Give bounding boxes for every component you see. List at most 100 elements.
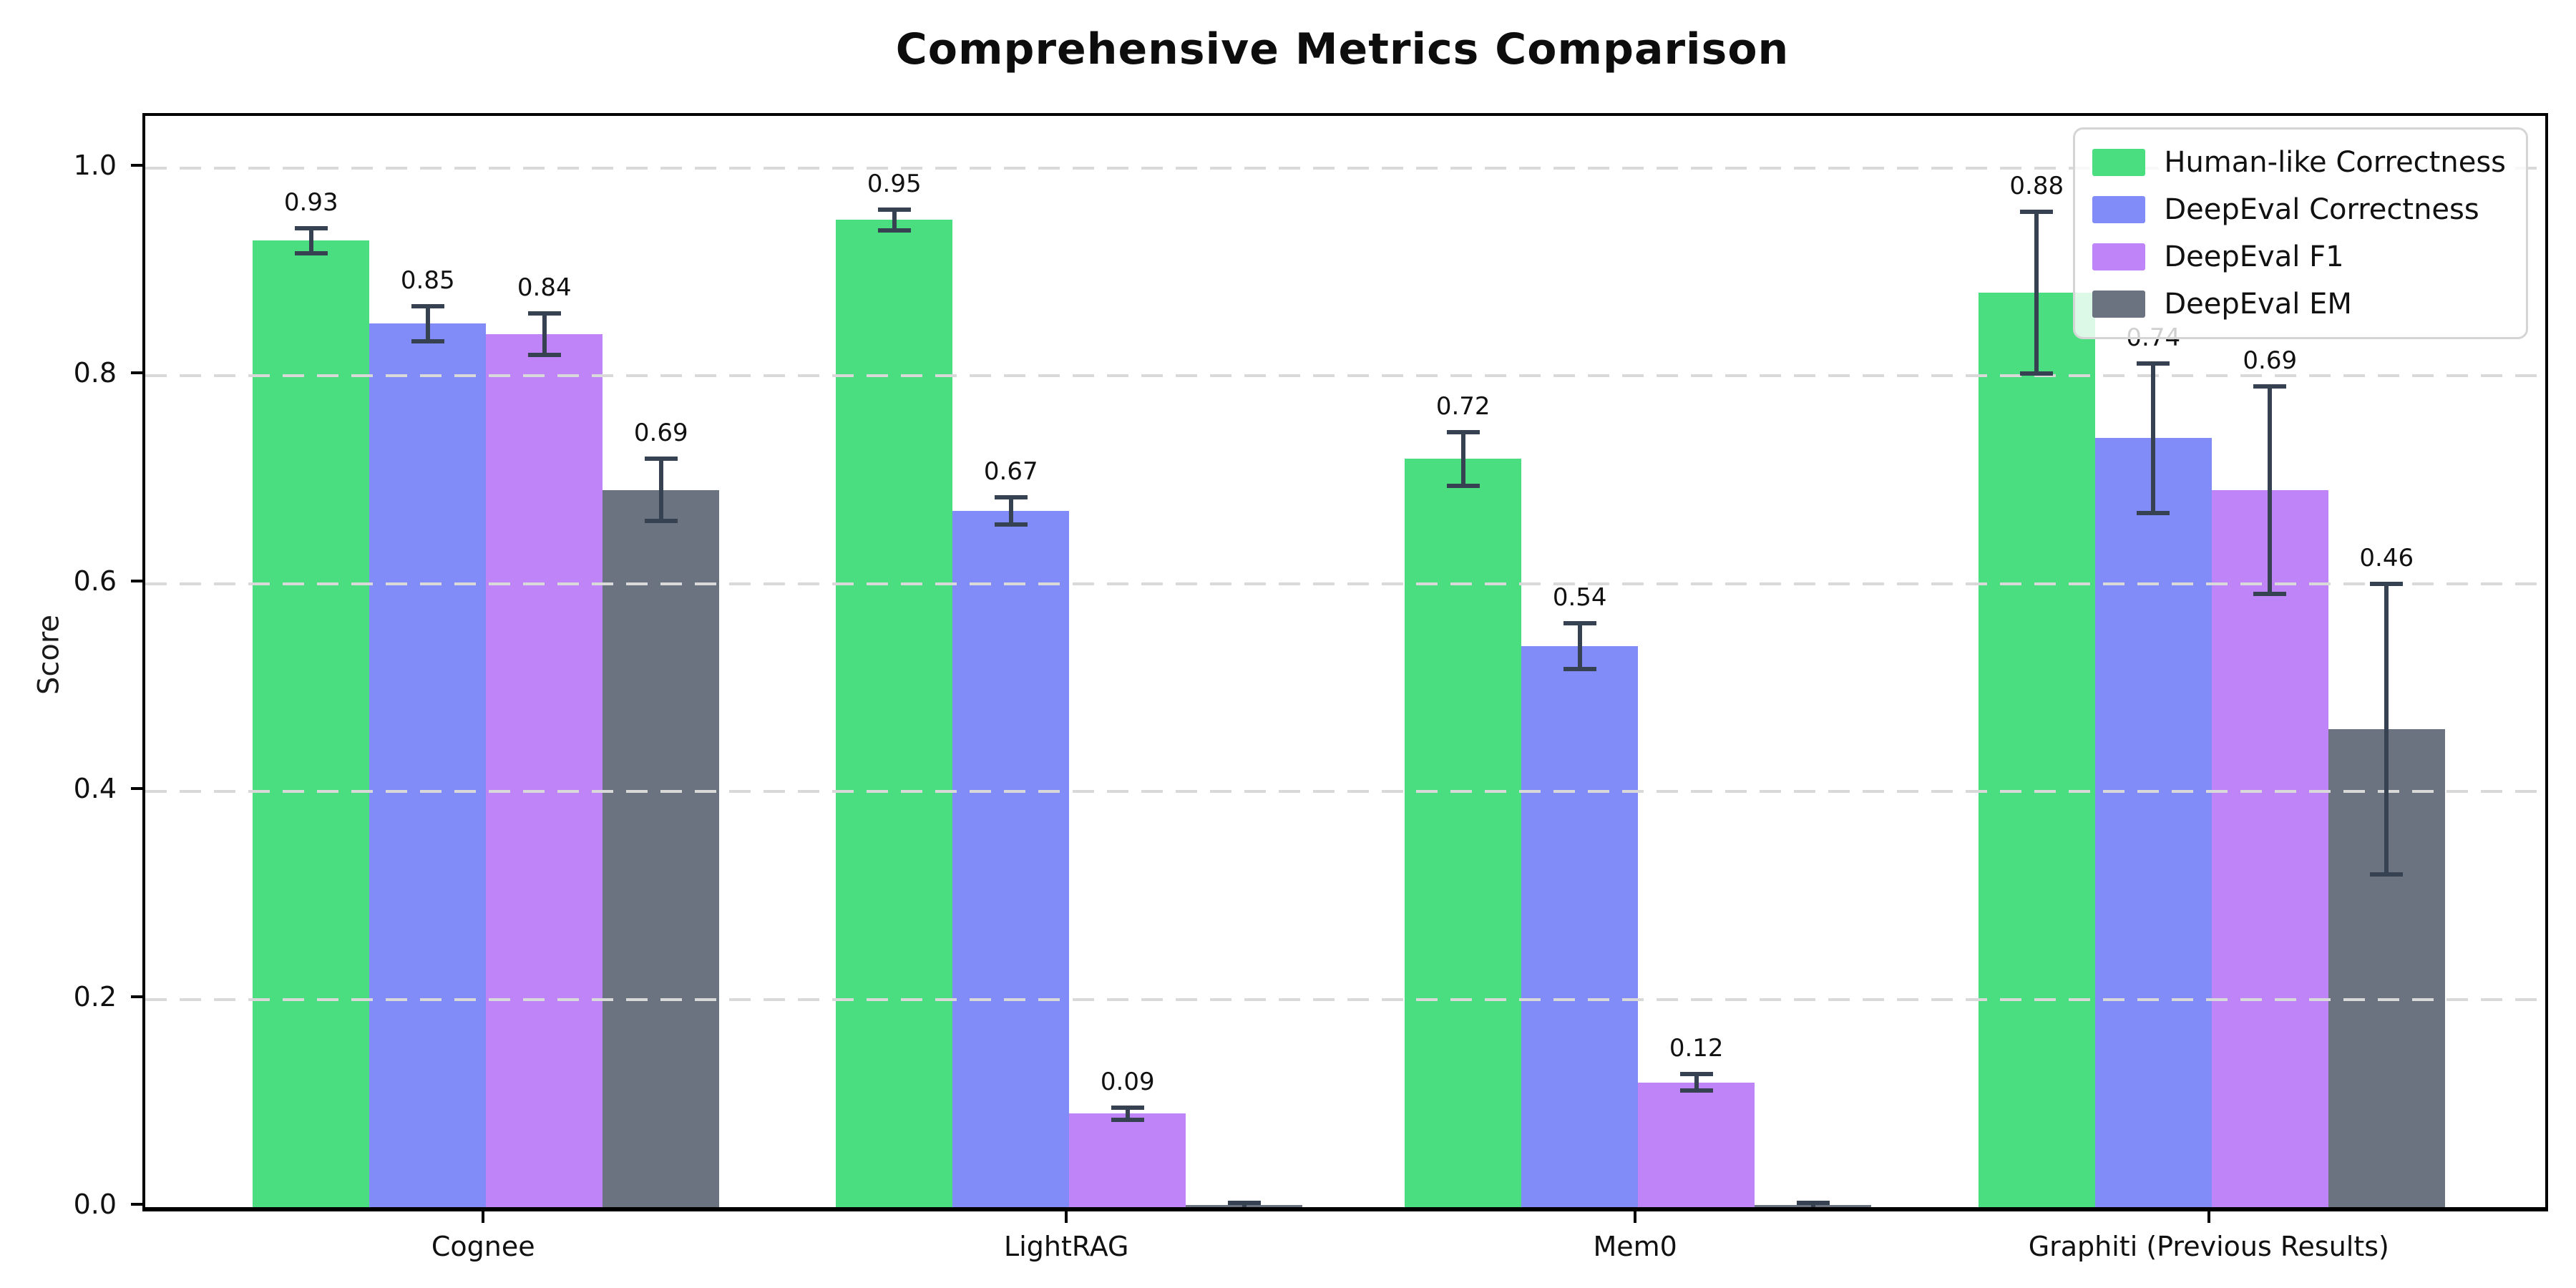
bar-value-label: 0.67 [983, 457, 1038, 487]
error-bar-cap [1111, 1105, 1144, 1110]
error-bar-cap [1563, 666, 1596, 671]
error-bar [1460, 431, 1465, 487]
error-bar-cap [1111, 1118, 1144, 1122]
x-tick-label: Mem0 [1593, 1231, 1677, 1262]
legend-item: Human-like Correctness [2092, 142, 2506, 182]
bar [486, 334, 603, 1207]
bar [1521, 645, 1639, 1207]
legend-swatch [2092, 291, 2146, 318]
error-bar-cap [644, 457, 678, 462]
error-bar-cap [294, 225, 328, 230]
legend-item: DeepEval Correctness [2092, 190, 2506, 230]
error-bar-cap [877, 207, 911, 212]
error-bar-cap [294, 250, 328, 255]
error-bar [892, 209, 897, 230]
bar [952, 510, 1070, 1207]
legend-label: Human-like Correctness [2164, 146, 2506, 179]
error-bar-cap [1679, 1072, 1713, 1077]
gridline [145, 166, 2545, 170]
error-bar [1008, 497, 1013, 525]
y-tick [131, 787, 142, 791]
bar [1638, 1082, 1755, 1207]
bar-value-label: 0.95 [867, 169, 922, 198]
x-tick-label: Graphiti (Previous Results) [2028, 1231, 2389, 1262]
bar [369, 323, 487, 1207]
error-bar-cap [1446, 429, 1480, 434]
legend-swatch [2092, 243, 2146, 270]
error-bar [2384, 583, 2389, 875]
y-tick-label: 0.6 [73, 565, 117, 597]
bar-value-label: 0.54 [1552, 582, 1607, 612]
error-bar-cap [2020, 371, 2054, 376]
legend-swatch [2092, 196, 2146, 223]
error-bar-cap [411, 303, 444, 308]
error-bar-cap [2253, 592, 2287, 597]
bar [1978, 292, 2095, 1207]
error-bar [542, 313, 547, 356]
bar-value-label: 0.88 [2009, 171, 2064, 200]
error-bar-cap [2253, 384, 2287, 389]
gridline [145, 790, 2545, 794]
error-bar-cap [2370, 872, 2404, 877]
error-bar-cap [1227, 1201, 1261, 1206]
error-bar-cap [994, 522, 1028, 527]
bar-value-label: 0.85 [400, 265, 455, 295]
x-tick-label: Cognee [431, 1231, 535, 1262]
error-bar-cap [877, 228, 911, 233]
chart-title: Comprehensive Metrics Comparison [895, 24, 1790, 74]
error-bar-cap [411, 339, 444, 344]
y-tick [131, 163, 142, 167]
error-bar [1577, 623, 1582, 669]
x-tick [482, 1209, 485, 1223]
x-tick [1065, 1209, 1068, 1223]
error-bar-cap [2137, 361, 2170, 366]
gridline [145, 582, 2545, 585]
error-bar-cap [527, 311, 561, 316]
error-bar-cap [644, 519, 678, 524]
bar-value-label: 0.09 [1100, 1067, 1155, 1096]
error-bar [2151, 363, 2156, 513]
bar-value-label: 0.69 [633, 419, 688, 448]
error-bar [2268, 386, 2273, 595]
legend-swatch [2092, 149, 2146, 176]
error-bar [2034, 211, 2039, 374]
error-bar [1125, 1107, 1130, 1120]
error-bar [425, 306, 430, 342]
x-tick [1634, 1209, 1637, 1223]
y-tick [131, 995, 142, 998]
y-axis-label: Score [32, 614, 66, 696]
bar [1069, 1113, 1186, 1207]
bar-value-label: 0.93 [283, 187, 338, 217]
error-bar-cap [1796, 1201, 1830, 1206]
bar-value-label: 0.46 [2359, 543, 2414, 572]
y-tick-label: 0.0 [73, 1189, 117, 1220]
legend-item: DeepEval F1 [2092, 237, 2506, 277]
bar [836, 220, 953, 1207]
bar [2211, 489, 2328, 1207]
y-tick [131, 579, 142, 582]
error-bar-cap [1679, 1088, 1713, 1093]
x-tick-label: LightRAG [1004, 1231, 1129, 1262]
gridline [145, 997, 2545, 1001]
bar-value-label: 0.12 [1669, 1034, 1724, 1063]
legend-label: DeepEval EM [2164, 288, 2352, 321]
y-tick-label: 0.2 [73, 980, 117, 1013]
y-tick-label: 0.8 [73, 357, 117, 389]
error-bar-cap [994, 495, 1028, 500]
bar-value-label: 0.84 [517, 273, 572, 302]
y-tick-label: 0.4 [73, 773, 117, 805]
x-tick [2207, 1209, 2210, 1223]
bar [2094, 438, 2212, 1207]
error-bar-cap [2137, 510, 2170, 515]
legend-label: DeepEval Correctness [2164, 193, 2479, 226]
legend-item: DeepEval EM [2092, 284, 2506, 324]
y-tick [131, 371, 142, 375]
bar [602, 489, 720, 1207]
error-bar-cap [527, 353, 561, 358]
error-bar [658, 459, 663, 522]
bar-value-label: 0.72 [1435, 391, 1491, 421]
y-tick [131, 1203, 142, 1206]
gridline [145, 374, 2545, 378]
legend: Human-like Correctness DeepEval Correctne… [2073, 127, 2528, 339]
